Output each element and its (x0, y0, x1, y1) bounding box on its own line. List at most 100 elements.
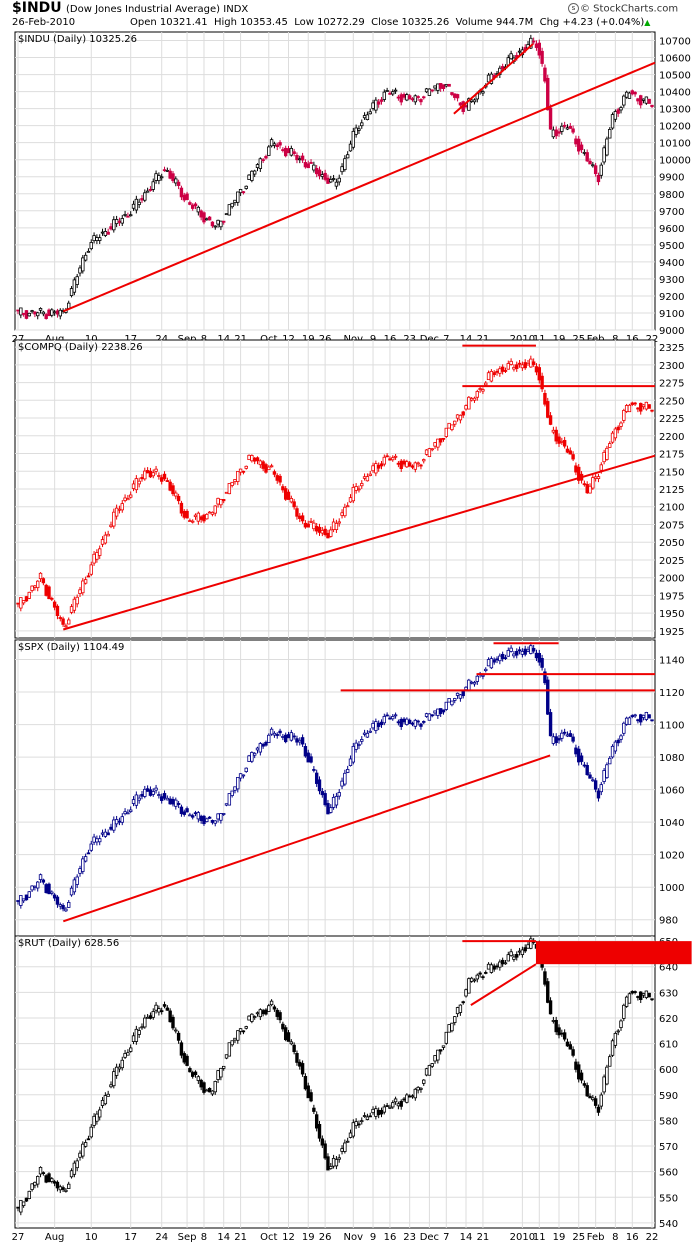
candle-body (83, 856, 88, 862)
y-tick-label: 590 (659, 1091, 678, 1102)
candle-body (444, 701, 449, 710)
candle-body (227, 1042, 232, 1057)
candle-body (644, 990, 649, 998)
candle-body (131, 203, 136, 209)
header-ohlc: Open 10321.41 High 10353.45 Low 10272.29… (130, 17, 650, 28)
candle-body (343, 506, 347, 517)
candle (393, 453, 398, 460)
candle (317, 166, 322, 180)
candle-body (362, 476, 367, 479)
x-tick-label: 22 (646, 1232, 659, 1243)
candle-body (489, 964, 494, 973)
candle (176, 1030, 181, 1044)
candle (441, 1045, 446, 1051)
candle (188, 1066, 192, 1073)
candle-body (613, 1033, 618, 1046)
candle-body (241, 1030, 246, 1033)
candle (334, 178, 339, 190)
candle-body (464, 105, 468, 108)
candle (579, 141, 584, 153)
candle (416, 95, 420, 101)
candle-body (608, 757, 612, 765)
candle (422, 1079, 426, 1086)
candle (267, 733, 271, 743)
candle (624, 716, 629, 726)
candle-body (47, 1173, 51, 1183)
candle-body (340, 1148, 344, 1152)
candle-body (407, 95, 412, 100)
candle-body (219, 813, 223, 821)
candle-body (205, 513, 209, 520)
candle-body (639, 95, 643, 106)
candle-body (641, 98, 646, 101)
candle (557, 128, 561, 137)
candle-body (500, 366, 505, 372)
candle (627, 992, 632, 1004)
candle-body (160, 477, 164, 482)
candle (427, 447, 432, 458)
candle-body (357, 1123, 361, 1126)
candle (427, 1064, 432, 1076)
candle (596, 473, 601, 483)
candle-body (283, 488, 288, 500)
candle (143, 189, 147, 203)
candle-body (255, 164, 260, 168)
candle-body (458, 414, 463, 421)
candle (41, 1171, 46, 1176)
candle-body (258, 743, 263, 753)
candle (557, 433, 561, 447)
candle-body (571, 1049, 575, 1056)
candle (196, 810, 201, 823)
candle-body (472, 682, 477, 685)
y-tick-label: 2250 (659, 396, 684, 407)
candle (72, 596, 77, 614)
candle-body (393, 1098, 398, 1103)
candle-body (529, 37, 533, 49)
candle-body (374, 1108, 378, 1117)
candle-body (613, 111, 618, 120)
candle-body (593, 1098, 598, 1106)
candle-body (633, 714, 637, 717)
candle-body (622, 1004, 626, 1019)
candle-body (123, 811, 127, 815)
candle-body (16, 900, 20, 902)
candle-body (140, 198, 144, 201)
candle-body (565, 734, 570, 737)
candle (419, 463, 423, 470)
x-tick-label: 8 (612, 1232, 618, 1243)
candle-body (582, 151, 587, 154)
candle-body (424, 449, 429, 455)
candle (72, 277, 77, 296)
candle (382, 89, 387, 102)
candle-body (196, 512, 201, 522)
candle (44, 583, 48, 597)
candle (137, 794, 141, 804)
candle-body (69, 606, 74, 613)
candle-body (168, 170, 172, 179)
candle-body (464, 405, 468, 410)
candle (385, 453, 389, 458)
candle-body (213, 225, 217, 228)
candle-body (537, 42, 541, 56)
candle-body (402, 718, 406, 723)
candle-body (191, 1072, 195, 1077)
candle-body (605, 764, 609, 779)
candle (405, 1093, 409, 1104)
candle (571, 733, 575, 744)
chart-header: $INDU (Dow Jones Industrial Average) IND… (0, 0, 700, 32)
candle-body (371, 465, 375, 472)
candle-body (467, 98, 471, 111)
candle-body (630, 90, 634, 95)
candle (647, 98, 651, 104)
candle-body (334, 181, 339, 187)
candle (489, 656, 494, 670)
y-tick-label: 550 (659, 1193, 678, 1204)
candle (407, 718, 412, 724)
candle-body (264, 464, 268, 473)
y-tick-label: 2000 (659, 574, 684, 585)
candle-body (602, 451, 606, 463)
candle-body (160, 176, 164, 179)
candle-body (362, 732, 367, 735)
candle (191, 813, 195, 820)
candle (261, 157, 265, 163)
